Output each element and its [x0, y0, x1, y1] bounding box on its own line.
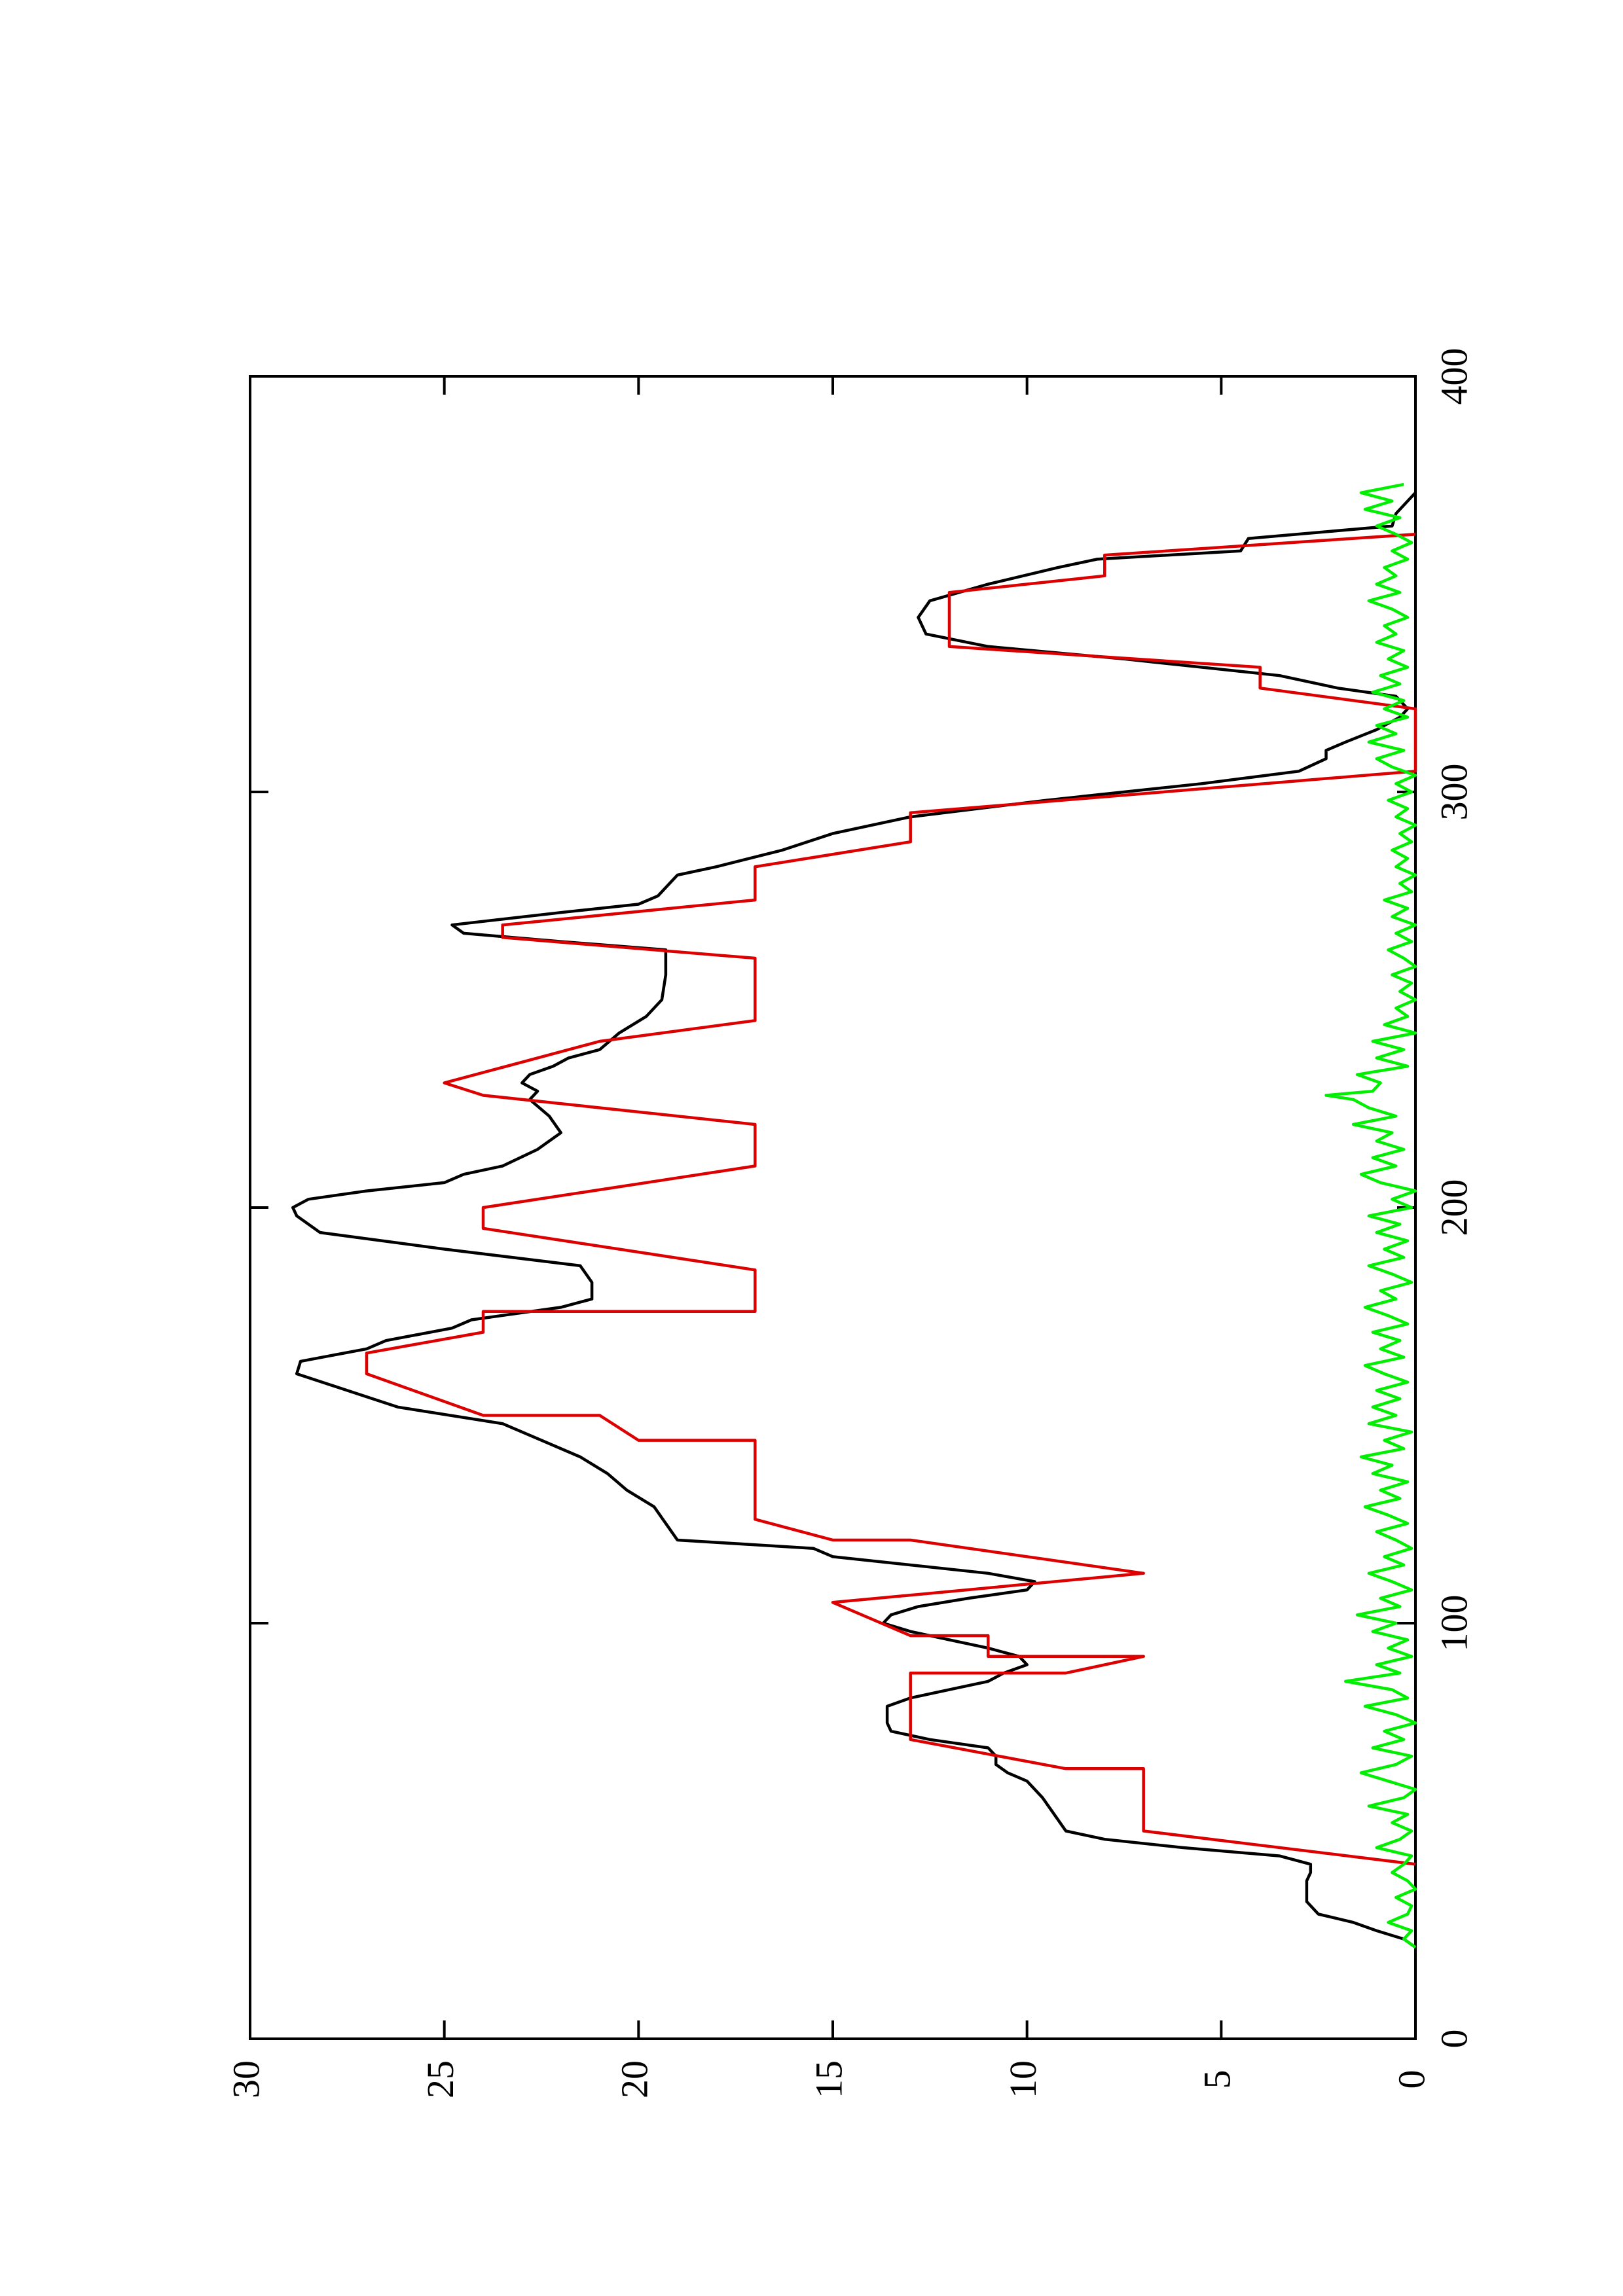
series-line-2	[365, 533, 1417, 1866]
x-tick-label: 300	[1432, 764, 1475, 821]
y-tick-label: 25	[419, 2060, 462, 2098]
y-tick-label: 30	[225, 2060, 267, 2098]
data-series	[291, 482, 1417, 1949]
y-tick-label: 0	[1390, 2070, 1432, 2089]
plot-frame	[249, 375, 1417, 2040]
x-tick-label: 200	[1432, 1179, 1475, 1236]
x-tick-label: 0	[1432, 2030, 1475, 2049]
tick-labels: 0 100 200 300 400 0 5 10 15 20 25 30	[225, 348, 1475, 2099]
tick-marks	[250, 376, 1415, 2039]
series-line-1	[291, 492, 1417, 1949]
y-tick-label: 5	[1196, 2070, 1239, 2089]
series-line-3	[1324, 482, 1417, 1949]
y-tick-label: 10	[1002, 2060, 1044, 2098]
y-tick-label: 20	[613, 2060, 656, 2098]
y-tick-label: 15	[807, 2060, 850, 2098]
x-tick-label: 400	[1432, 348, 1475, 405]
x-tick-label: 100	[1432, 1595, 1475, 1652]
